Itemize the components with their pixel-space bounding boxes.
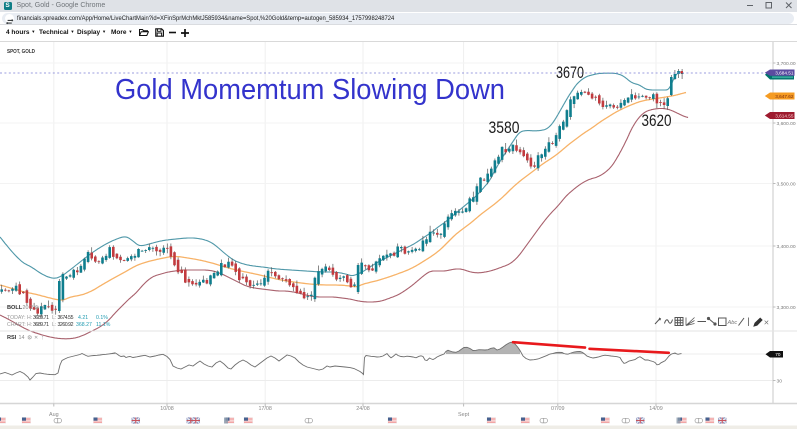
svg-text:Sept: Sept	[458, 412, 470, 418]
svg-text:20 2: 20 2	[23, 305, 34, 311]
svg-text:⚙: ⚙	[34, 305, 39, 312]
svg-text:H:: H:	[27, 322, 32, 328]
svg-text:3689.71: 3689.71	[33, 315, 49, 321]
svg-text:↑: ↑	[41, 336, 44, 342]
svg-text:✕: ✕	[34, 335, 38, 341]
svg-text:L:: L:	[52, 315, 56, 321]
svg-text:07/09: 07/09	[551, 406, 565, 412]
svg-text:3260.92: 3260.92	[58, 322, 74, 328]
svg-text:SPOT, GOLD: SPOT, GOLD	[7, 49, 35, 55]
svg-text:10/08: 10/08	[160, 406, 174, 412]
svg-text:Gold Momemtum Slowing Down: Gold Momemtum Slowing Down	[115, 74, 505, 106]
svg-text:L:: L:	[52, 322, 56, 328]
svg-text:Aug: Aug	[49, 412, 59, 418]
svg-text:14: 14	[19, 335, 25, 341]
svg-text:30: 30	[777, 378, 783, 384]
svg-text:24/08: 24/08	[356, 406, 370, 412]
svg-text:⚙: ⚙	[27, 335, 32, 342]
svg-text:4.21: 4.21	[78, 315, 88, 321]
svg-text:3,400.00: 3,400.00	[777, 244, 796, 250]
svg-text:3,600.00: 3,600.00	[777, 121, 796, 127]
svg-text:H:: H:	[27, 315, 32, 321]
svg-text:368.27: 368.27	[76, 322, 92, 328]
svg-text:3689.71: 3689.71	[33, 322, 49, 328]
svg-text:3,647.62: 3,647.62	[775, 94, 794, 99]
svg-text:Abc: Abc	[727, 320, 738, 326]
svg-text:3580: 3580	[489, 119, 520, 137]
svg-text:17/08: 17/08	[258, 406, 272, 412]
svg-text:11.1%: 11.1%	[96, 322, 111, 328]
svg-text:3,500.00: 3,500.00	[777, 181, 796, 187]
svg-text:3,684.51: 3,684.51	[775, 71, 794, 76]
svg-text:0.1%: 0.1%	[96, 315, 108, 321]
svg-text:3,300.00: 3,300.00	[777, 305, 796, 311]
svg-text:3,700.00: 3,700.00	[777, 61, 796, 67]
svg-text:CHART:: CHART:	[7, 322, 26, 328]
svg-text:TODAY:: TODAY:	[7, 315, 26, 321]
svg-text:14/09: 14/09	[649, 406, 663, 412]
svg-text:✕: ✕	[764, 320, 770, 327]
svg-text:3674.55: 3674.55	[58, 315, 74, 321]
svg-text:RSI: RSI	[7, 335, 17, 341]
svg-text:70: 70	[775, 352, 781, 357]
svg-text:✕: ✕	[41, 305, 45, 311]
svg-text:3620: 3620	[642, 112, 672, 130]
svg-text:3,614.55: 3,614.55	[775, 114, 794, 119]
svg-text:3670: 3670	[556, 64, 584, 82]
svg-text:BOLL: BOLL	[7, 305, 23, 311]
